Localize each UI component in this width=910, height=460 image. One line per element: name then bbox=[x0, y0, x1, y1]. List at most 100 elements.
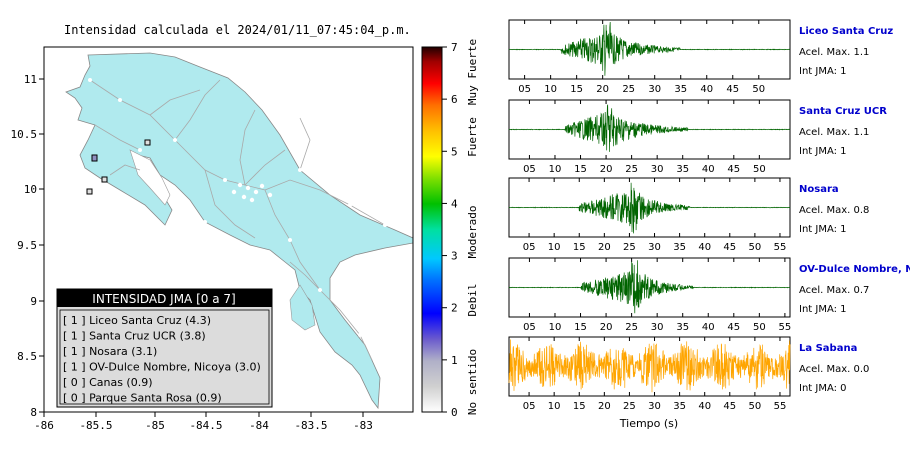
colorbar-category-label: Muy Fuerte bbox=[466, 39, 479, 105]
seismogram-panel: 05 10 15 20 25 30 35 40 45 50 Liceo Santa Cruz Acel… bbox=[508, 19, 893, 95]
costa-rica-landmass bbox=[65, 52, 413, 410]
colorbar-ticks: 0 1 2 3 4 5 6 7 bbox=[442, 41, 458, 419]
time-tick-label: 05 bbox=[523, 322, 536, 333]
peak-acceleration: Acel. Max. 0.8 bbox=[799, 205, 869, 216]
map-title: Intensidad calculada el 2024/01/11_07:45… bbox=[64, 23, 411, 37]
colorbar-tick-label: 4 bbox=[451, 197, 458, 210]
colorbar-tick-label: 7 bbox=[451, 41, 458, 54]
lat-tick-label: 10.5 bbox=[11, 128, 38, 141]
time-tick-label: 50 bbox=[749, 401, 762, 412]
station-name: Santa Cruz UCR bbox=[799, 106, 887, 117]
waveform-trace bbox=[508, 104, 791, 152]
legend-header: INTENSIDAD JMA [0 a 7] bbox=[92, 292, 235, 306]
time-tick-label: 20 bbox=[598, 242, 611, 253]
jma-intensity: Int JMA: 0 bbox=[799, 383, 847, 394]
time-tick-label: 10 bbox=[549, 322, 562, 333]
station-name: La Sabana bbox=[799, 343, 857, 354]
jma-intensity: Int JMA: 1 bbox=[799, 66, 847, 77]
colorbar-category-label: Moderado bbox=[466, 206, 479, 259]
lat-tick-label: 10 bbox=[24, 183, 37, 196]
time-tick-label: 20 bbox=[600, 322, 613, 333]
time-tick-label: 05 bbox=[523, 242, 536, 253]
seismogram-panel: 05 10 15 20 25 30 35 40 45 50 55 OV-Dulce Nombre, N… bbox=[508, 257, 910, 333]
legend-header-bg bbox=[57, 289, 272, 307]
time-tick-label: 45 bbox=[723, 401, 736, 412]
peak-acceleration: Acel. Max. 0.0 bbox=[799, 364, 869, 375]
nicoya-gulf-water bbox=[129, 149, 171, 206]
time-tick-label: 25 bbox=[625, 164, 638, 175]
time-tick-label: 10 bbox=[548, 242, 561, 253]
time-tick-label: 45 bbox=[723, 242, 736, 253]
legend-item: [ 1 ] Santa Cruz UCR (3.8) bbox=[63, 330, 206, 343]
map-panel: -86 -85.5 -85 -84.5 -84 -83.5 -83 11 10.5 10 9.5 9 8… bbox=[11, 46, 414, 432]
colorbar-tick-label: 1 bbox=[451, 354, 458, 367]
station-name: Nosara bbox=[799, 184, 839, 195]
lon-tick-label: -83.5 bbox=[294, 419, 327, 432]
time-tick-label: 55 bbox=[779, 322, 792, 333]
time-tick-label: 20 bbox=[600, 164, 613, 175]
time-tick-label: 35 bbox=[673, 401, 686, 412]
time-tick-label: 55 bbox=[774, 242, 787, 253]
station-markers[interactable] bbox=[86, 139, 151, 195]
legend-item: [ 0 ] Canas (0.9) bbox=[63, 376, 153, 389]
time-tick-label: 40 bbox=[698, 242, 711, 253]
colorbar: 0 1 2 3 4 5 6 7 No sentido Debil Moderado Fuerte Mu… bbox=[421, 39, 479, 419]
seismogram-panels: 05 10 15 20 25 30 35 40 45 50 Liceo Santa Cruz Acel… bbox=[508, 19, 910, 412]
legend-inner-frame bbox=[59, 309, 270, 405]
colorbar-tick-label: 6 bbox=[451, 93, 458, 106]
station-marker-nosara[interactable] bbox=[86, 188, 93, 195]
time-tick-label: 30 bbox=[648, 401, 661, 412]
lat-tick-label: 8.5 bbox=[17, 350, 37, 363]
time-tick-label: 35 bbox=[676, 164, 689, 175]
time-tick-label: 35 bbox=[674, 84, 687, 95]
town-markers bbox=[88, 78, 387, 337]
time-tick-label: 40 bbox=[700, 84, 713, 95]
colorbar-tick-label: 0 bbox=[451, 406, 458, 419]
colorbar-labels: No sentido Debil Moderado Fuerte Muy Fuerte bbox=[466, 39, 479, 415]
station-name: OV-Dulce Nombre, Nicoya bbox=[799, 264, 910, 275]
station-marker-santa-cruz-ucr[interactable] bbox=[101, 176, 108, 183]
lon-tick-label: -83 bbox=[353, 419, 373, 432]
time-tick-label: 15 bbox=[574, 164, 587, 175]
time-tick-label: 40 bbox=[698, 401, 711, 412]
time-tick-label: 05 bbox=[518, 84, 531, 95]
legend-item: [ 1 ] Liceo Santa Cruz (4.3) bbox=[63, 314, 211, 327]
lat-tick-label: 11 bbox=[24, 73, 37, 86]
jma-intensity: Int JMA: 1 bbox=[799, 146, 847, 157]
time-tick-label: 50 bbox=[753, 322, 766, 333]
time-tick-label: 30 bbox=[648, 84, 661, 95]
station-marker-liceo-santa-cruz[interactable] bbox=[91, 154, 98, 162]
time-tick-label: 05 bbox=[523, 401, 536, 412]
peninsula-osa bbox=[289, 284, 316, 331]
lon-tick-label: -85.5 bbox=[79, 419, 112, 432]
map-frame bbox=[43, 46, 414, 413]
lat-tick-label: 9.5 bbox=[17, 239, 37, 252]
peak-acceleration: Acel. Max. 1.1 bbox=[799, 127, 869, 138]
colorbar-tick-label: 5 bbox=[451, 145, 458, 158]
time-tick-label: 30 bbox=[651, 164, 664, 175]
time-tick-label: 35 bbox=[673, 242, 686, 253]
time-tick-label: 50 bbox=[749, 242, 762, 253]
lat-tick-label: 9 bbox=[30, 295, 37, 308]
colorbar-category-label: No sentido bbox=[466, 349, 479, 415]
lon-tick-label: -84 bbox=[249, 419, 269, 432]
peak-acceleration: Acel. Max. 0.7 bbox=[799, 285, 869, 296]
lon-tick-label: -86 bbox=[34, 419, 54, 432]
colorbar-tick-label: 3 bbox=[451, 250, 458, 263]
colorbar-category-label: Debil bbox=[466, 283, 479, 316]
time-tick-label: 40 bbox=[702, 322, 715, 333]
station-marker-canas[interactable] bbox=[144, 139, 151, 146]
colorbar-gradient bbox=[421, 46, 443, 413]
time-tick-label: 05 bbox=[523, 164, 536, 175]
lon-tick-label: -84.5 bbox=[189, 419, 222, 432]
jma-intensity: Int JMA: 1 bbox=[799, 304, 847, 315]
legend-item: [ 0 ] Parque Santa Rosa (0.9) bbox=[63, 392, 222, 405]
waveform-trace bbox=[508, 339, 791, 393]
time-tick-label: 30 bbox=[648, 242, 661, 253]
time-tick-label: 25 bbox=[625, 322, 638, 333]
legend-items: [ 1 ] Liceo Santa Cruz (4.3) [ 1 ] Santa … bbox=[63, 314, 261, 405]
seismogram-panel: 05 10 15 20 25 30 35 40 45 50 55 Nosara Acel. Max. 0… bbox=[508, 177, 869, 253]
legend-item: [ 1 ] OV-Dulce Nombre, Nicoya (3.0) bbox=[63, 361, 261, 374]
time-tick-label: 30 bbox=[651, 322, 664, 333]
